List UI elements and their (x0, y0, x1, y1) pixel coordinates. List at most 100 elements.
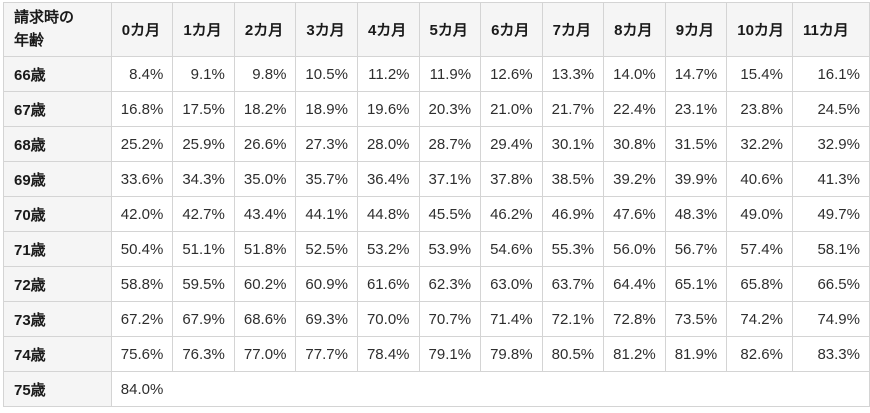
rate-cell: 56.0% (603, 231, 666, 267)
rate-cell: 52.5% (295, 231, 358, 267)
rate-cell: 49.7% (791, 196, 870, 232)
rate-cell: 46.9% (541, 196, 605, 232)
month-header-cell: 0カ月 (110, 2, 174, 57)
rate-cell: 27.3% (295, 126, 358, 162)
rate-cell: 28.0% (356, 126, 420, 162)
month-header-cell: 7カ月 (541, 2, 605, 57)
month-header-cell: 1カ月 (172, 2, 235, 57)
rate-cell: 67.9% (172, 301, 235, 337)
rate-cell: 25.2% (110, 126, 174, 162)
rate-cell: 11.9% (418, 56, 482, 92)
rate-cell: 78.4% (356, 336, 420, 372)
age-header-cell: 69歳 (3, 161, 112, 197)
rate-cell: 33.6% (110, 161, 174, 197)
month-header-cell: 6カ月 (480, 2, 543, 57)
rate-cell: 74.2% (726, 301, 793, 337)
rate-cell: 73.5% (664, 301, 728, 337)
rate-cell: 35.0% (233, 161, 297, 197)
month-header-cell: 3カ月 (295, 2, 358, 57)
rate-cell: 53.9% (418, 231, 482, 267)
age-header-cell: 75歳 (3, 371, 112, 407)
age-header-cell: 73歳 (3, 301, 112, 337)
rate-cell: 9.1% (172, 56, 235, 92)
table-row: 69歳 33.6% 34.3% 35.0% 35.7% 36.4% 37.1% 37.8% 38… (3, 161, 870, 197)
rate-cell: 36.4% (356, 161, 420, 197)
rate-cell: 46.2% (480, 196, 543, 232)
rate-cell: 65.1% (664, 266, 728, 302)
rate-cell: 58.8% (110, 266, 174, 302)
rate-cell: 60.9% (295, 266, 358, 302)
rate-cell: 61.6% (356, 266, 420, 302)
rate-cell: 16.8% (110, 91, 174, 127)
table-row: 74歳 75.6% 76.3% 77.0% 77.7% 78.4% 79.1% 79.8% 80… (3, 336, 870, 372)
rate-cell: 42.0% (110, 196, 174, 232)
rate-cell: 67.2% (110, 301, 174, 337)
rate-cell: 81.2% (603, 336, 666, 372)
rate-cell: 54.6% (480, 231, 543, 267)
age-header-cell: 70歳 (3, 196, 112, 232)
header-row: 請求時の 年齢 0カ月 1カ月 2カ月 3カ月 4カ月 5カ月 6カ月 7カ月 8カ月 9カ月 10… (3, 2, 870, 57)
rate-cell: 63.7% (541, 266, 605, 302)
month-header-cell: 10カ月 (726, 2, 793, 57)
rate-cell: 80.5% (541, 336, 605, 372)
rate-cell: 70.7% (418, 301, 482, 337)
month-header-cell: 8カ月 (603, 2, 666, 57)
rate-cell: 71.4% (480, 301, 543, 337)
rate-cell: 25.9% (172, 126, 235, 162)
table-body: 66歳 8.4% 9.1% 9.8% 10.5% 11.2% 11.9% 12.6% 13.3%… (3, 56, 870, 407)
rate-cell: 53.2% (356, 231, 420, 267)
rate-cell: 35.7% (295, 161, 358, 197)
rate-cell: 30.8% (603, 126, 666, 162)
rate-cell: 59.5% (172, 266, 235, 302)
table-row: 68歳 25.2% 25.9% 26.6% 27.3% 28.0% 28.7% 29.4% 30… (3, 126, 870, 162)
rate-cell: 57.4% (726, 231, 793, 267)
rate-cell: 65.8% (726, 266, 793, 302)
rate-cell: 8.4% (110, 56, 174, 92)
rate-cell: 9.8% (233, 56, 297, 92)
rate-cell: 18.9% (295, 91, 358, 127)
rate-cell: 81.9% (664, 336, 728, 372)
rate-cell: 12.6% (480, 56, 543, 92)
rate-cell: 47.6% (603, 196, 666, 232)
rate-cell: 21.0% (480, 91, 543, 127)
table-row: 67歳 16.8% 17.5% 18.2% 18.9% 19.6% 20.3% 21.0% 21… (3, 91, 870, 127)
age-header-cell: 74歳 (3, 336, 112, 372)
age-header-cell: 68歳 (3, 126, 112, 162)
table-row: 73歳 67.2% 67.9% 68.6% 69.3% 70.0% 70.7% 71.4% 72… (3, 301, 870, 337)
table-row: 71歳 50.4% 51.1% 51.8% 52.5% 53.2% 53.9% 54.6% 55… (3, 231, 870, 267)
rate-cell: 28.7% (418, 126, 482, 162)
rate-cell: 21.7% (541, 91, 605, 127)
rate-cell: 66.5% (791, 266, 870, 302)
rate-cell: 75.6% (110, 336, 174, 372)
rate-cell: 32.9% (791, 126, 870, 162)
rate-cell: 63.0% (480, 266, 543, 302)
rate-cell: 29.4% (480, 126, 543, 162)
rate-cell: 58.1% (791, 231, 870, 267)
age-header-cell: 71歳 (3, 231, 112, 267)
table-row: 66歳 8.4% 9.1% 9.8% 10.5% 11.2% 11.9% 12.6% 13.3%… (3, 56, 870, 92)
month-header-cell: 5カ月 (418, 2, 482, 57)
rate-cell: 10.5% (295, 56, 358, 92)
age-header-cell: 72歳 (3, 266, 112, 302)
rate-cell: 40.6% (726, 161, 793, 197)
table-row: 75歳 84.0% (3, 371, 870, 407)
rate-cell: 69.3% (295, 301, 358, 337)
rate-cell: 41.3% (791, 161, 870, 197)
rate-cell: 17.5% (172, 91, 235, 127)
rate-cell: 14.7% (664, 56, 728, 92)
rate-cell: 39.9% (664, 161, 728, 197)
table-row: 72歳 58.8% 59.5% 60.2% 60.9% 61.6% 62.3% 63.0% 63… (3, 266, 870, 302)
rate-cell: 79.8% (480, 336, 543, 372)
rate-cell: 51.1% (172, 231, 235, 267)
rate-cell: 20.3% (418, 91, 482, 127)
rate-cell: 60.2% (233, 266, 297, 302)
rate-cell: 39.2% (603, 161, 666, 197)
corner-header-line2: 年齢 (14, 31, 45, 49)
deferral-rate-table: 請求時の 年齢 0カ月 1カ月 2カ月 3カ月 4カ月 5カ月 6カ月 7カ月 8カ月 9カ月 10… (3, 2, 870, 407)
rate-cell: 37.1% (418, 161, 482, 197)
rate-cell: 49.0% (726, 196, 793, 232)
corner-header-cell: 請求時の 年齢 (3, 2, 112, 57)
rate-cell: 30.1% (541, 126, 605, 162)
month-header-cell: 9カ月 (664, 2, 728, 57)
